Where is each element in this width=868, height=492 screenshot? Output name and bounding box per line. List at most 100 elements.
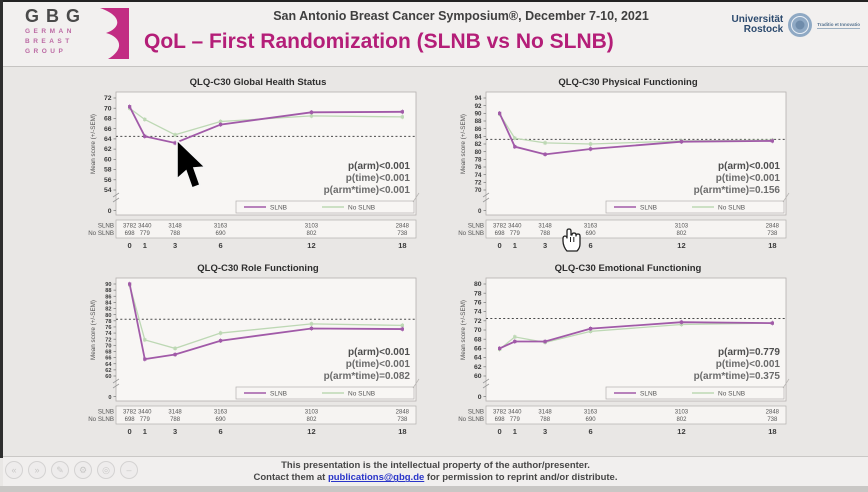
chart-title: QLQ-C30 Emotional Functioning — [554, 263, 702, 274]
svg-text:SLNB: SLNB — [640, 390, 657, 397]
svg-text:3440: 3440 — [138, 224, 152, 230]
svg-text:No SLNB: No SLNB — [458, 230, 484, 237]
player-rewind-icon[interactable]: « — [5, 461, 23, 479]
svg-text:60: 60 — [105, 374, 111, 380]
svg-text:70: 70 — [475, 187, 482, 194]
svg-text:3148: 3148 — [168, 224, 182, 230]
player-forward-icon[interactable]: » — [28, 461, 46, 479]
svg-text:p(arm*time)=0.375: p(arm*time)=0.375 — [694, 371, 781, 382]
svg-text:3103: 3103 — [305, 224, 319, 230]
svg-text:62: 62 — [104, 146, 112, 153]
svg-text:12: 12 — [307, 427, 315, 436]
svg-text:72: 72 — [474, 318, 482, 325]
svg-text:Mean score (+/-SEM): Mean score (+/-SEM) — [460, 300, 467, 360]
svg-text:0: 0 — [128, 241, 132, 250]
svg-text:1: 1 — [143, 427, 147, 436]
svg-text:0: 0 — [478, 394, 482, 401]
svg-text:62: 62 — [105, 368, 111, 374]
svg-text:779: 779 — [510, 417, 521, 423]
svg-text:68: 68 — [474, 336, 482, 343]
player-gear-icon[interactable]: ⚙ — [74, 461, 92, 479]
svg-text:738: 738 — [767, 417, 778, 423]
svg-text:80: 80 — [475, 149, 482, 156]
svg-text:72: 72 — [475, 179, 482, 186]
footer: This presentation is the intellectual pr… — [3, 456, 868, 486]
svg-text:SLNB: SLNB — [270, 390, 287, 397]
chart-emotional-functioning: 80 78 76 74 72 70 68 66 64 62 60 0 Mean score (+/-SE… — [456, 275, 800, 438]
svg-text:738: 738 — [767, 231, 778, 237]
svg-text:p(time)<0.001: p(time)<0.001 — [716, 359, 781, 370]
svg-text:788: 788 — [170, 417, 181, 423]
university-motto: Traditio et Innovatio — [817, 21, 860, 29]
svg-text:3: 3 — [173, 427, 177, 436]
svg-text:p(arm)<0.001: p(arm)<0.001 — [348, 347, 410, 358]
svg-text:92: 92 — [475, 103, 482, 110]
svg-text:74: 74 — [475, 172, 482, 179]
svg-text:60: 60 — [104, 156, 112, 163]
svg-text:56: 56 — [104, 177, 112, 184]
svg-text:698: 698 — [125, 417, 136, 423]
svg-text:54: 54 — [104, 187, 112, 194]
svg-text:74: 74 — [105, 331, 112, 337]
chart-global-health: 72 70 68 66 64 62 60 58 56 54 0 Mean score (+/-SEM)… — [86, 89, 430, 252]
svg-text:60: 60 — [474, 373, 482, 380]
gbg-logo: GBG GERMAN BREAST GROUP — [25, 7, 130, 60]
svg-text:12: 12 — [677, 427, 685, 436]
svg-text:62: 62 — [474, 364, 482, 371]
mouse-cursor-arrow-icon — [176, 138, 207, 190]
player-controls: « » ✎ ⚙ ◎ – — [5, 461, 138, 479]
conference-title: San Antonio Breast Cancer Symposium®, De… — [273, 9, 649, 23]
svg-text:84: 84 — [475, 133, 482, 140]
svg-text:18: 18 — [768, 241, 776, 250]
gbg-logo-line: GERMAN — [25, 28, 75, 35]
svg-text:Mean score (+/-SEM): Mean score (+/-SEM) — [90, 300, 97, 360]
svg-text:78: 78 — [474, 290, 482, 297]
svg-text:779: 779 — [510, 231, 521, 237]
svg-text:3103: 3103 — [675, 410, 689, 416]
svg-text:p(arm)<0.001: p(arm)<0.001 — [348, 161, 410, 172]
gbg-logo-line: GROUP — [25, 48, 67, 56]
svg-text:p(time)<0.001: p(time)<0.001 — [716, 173, 781, 184]
university-name: Universität Rostock — [731, 13, 784, 35]
chart-panel-global-health: QLQ-C30 Global Health Status 72 70 68 66 64 6… — [86, 76, 430, 252]
svg-text:2848: 2848 — [766, 224, 780, 230]
svg-text:788: 788 — [170, 231, 181, 237]
footer-line2: Contact them at publications@gbg.de for … — [253, 472, 618, 484]
svg-text:779: 779 — [140, 417, 151, 423]
player-minus-icon[interactable]: – — [120, 461, 138, 479]
svg-text:690: 690 — [586, 231, 597, 237]
svg-text:12: 12 — [307, 241, 315, 250]
university-seal-icon — [788, 13, 813, 37]
chart-panel-role-functioning: QLQ-C30 Role Functioning 90 88 86 84 82 80 78 7… — [86, 262, 430, 438]
svg-text:3782: 3782 — [123, 224, 137, 230]
player-zoom-icon[interactable]: ◎ — [97, 461, 115, 479]
screen-edge-top — [0, 0, 868, 2]
svg-text:0: 0 — [498, 241, 502, 250]
svg-text:738: 738 — [397, 417, 408, 423]
svg-text:80: 80 — [105, 313, 111, 319]
svg-text:12: 12 — [677, 241, 685, 250]
svg-text:p(arm)=0.779: p(arm)=0.779 — [718, 347, 780, 358]
svg-text:90: 90 — [105, 282, 111, 288]
svg-text:78: 78 — [105, 319, 111, 325]
svg-text:76: 76 — [475, 164, 482, 171]
svg-text:3: 3 — [543, 241, 547, 250]
svg-text:66: 66 — [104, 126, 112, 133]
svg-text:70: 70 — [104, 105, 112, 112]
player-pen-icon[interactable]: ✎ — [51, 461, 69, 479]
svg-text:70: 70 — [105, 343, 111, 349]
svg-text:82: 82 — [105, 307, 111, 313]
svg-text:2848: 2848 — [396, 224, 410, 230]
svg-text:68: 68 — [104, 116, 112, 123]
svg-text:72: 72 — [105, 337, 111, 343]
svg-text:3782: 3782 — [493, 224, 507, 230]
svg-text:3782: 3782 — [493, 410, 507, 416]
chart-panel-physical-functioning: QLQ-C30 Physical Functioning 94 92 90 88 86 8… — [456, 76, 800, 252]
svg-text:64: 64 — [105, 362, 112, 368]
svg-text:788: 788 — [540, 231, 551, 237]
svg-text:3148: 3148 — [538, 224, 552, 230]
publications-email-link[interactable]: publications@gbg.de — [327, 472, 425, 484]
svg-text:90: 90 — [475, 110, 482, 117]
svg-text:70: 70 — [474, 327, 482, 334]
